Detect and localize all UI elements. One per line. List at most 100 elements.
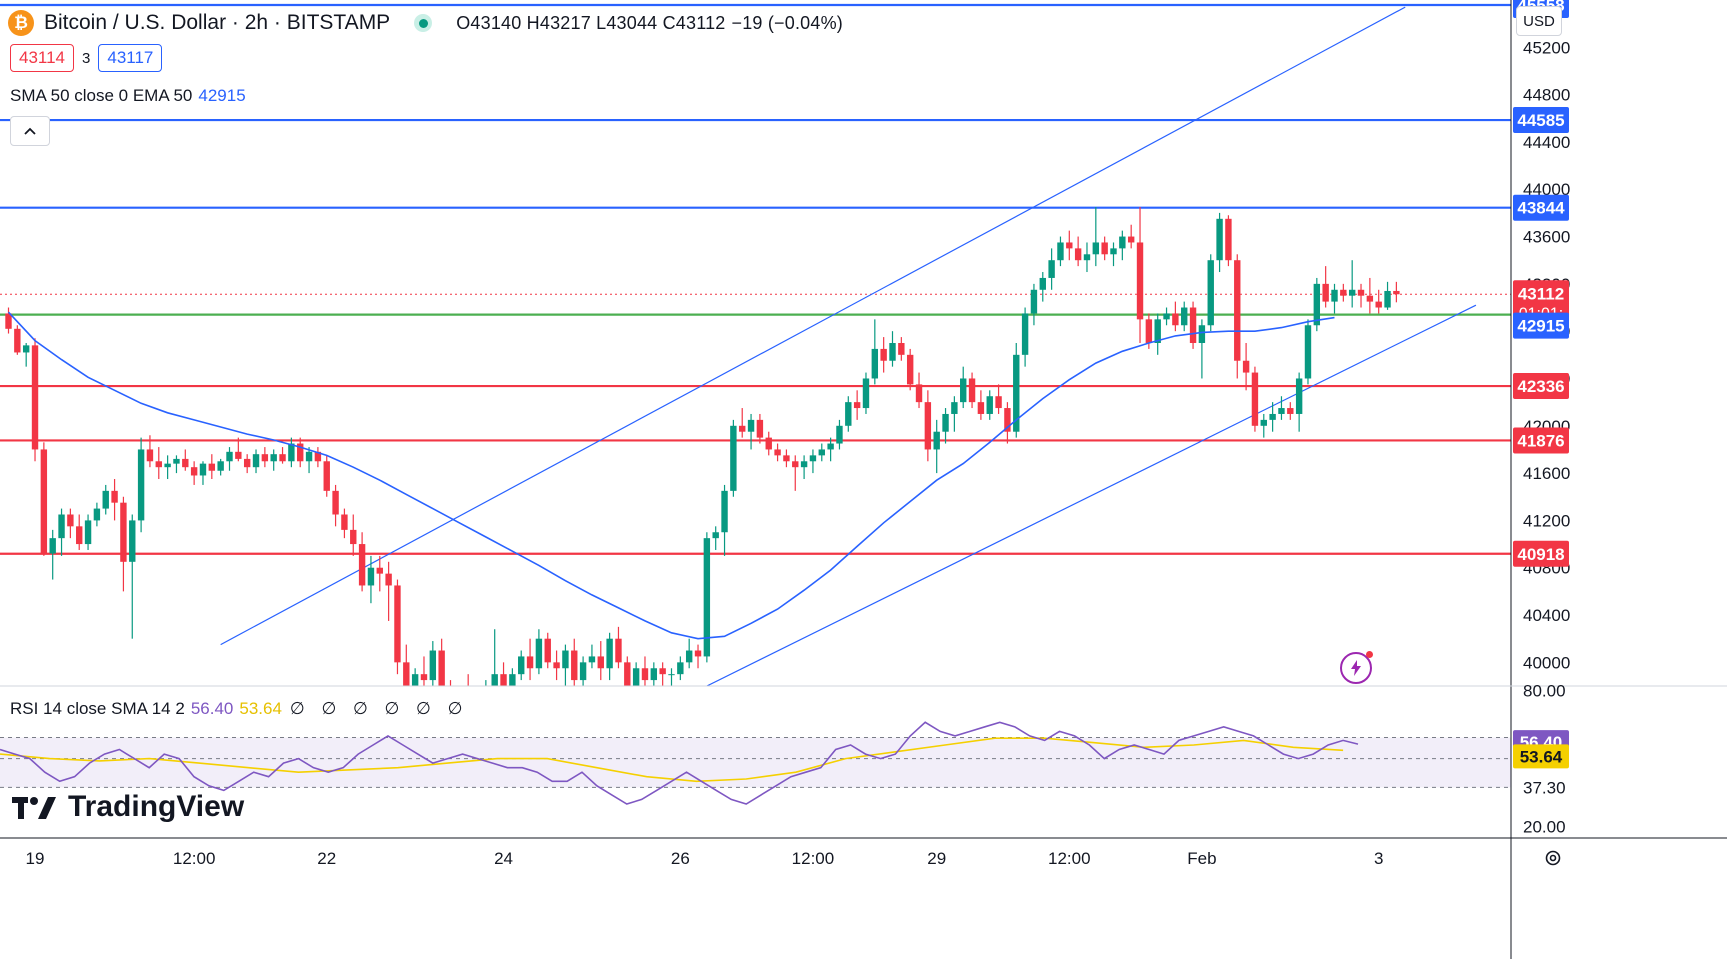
candle bbox=[1340, 283, 1347, 302]
candle-body bbox=[5, 313, 12, 329]
candle-body bbox=[756, 419, 764, 438]
candle-body bbox=[84, 520, 92, 545]
candle-body bbox=[146, 449, 154, 462]
candle bbox=[862, 372, 870, 414]
candle bbox=[394, 579, 401, 675]
candle-body bbox=[243, 458, 251, 468]
candle-body bbox=[182, 458, 189, 468]
candle-body bbox=[518, 656, 525, 675]
symbol-title[interactable]: Bitcoin / U.S. Dollar · 2h · BITSTAMP bbox=[44, 11, 391, 34]
time-tick-label: 24 bbox=[494, 849, 513, 868]
level-price-tag-2-bg bbox=[1513, 194, 1569, 221]
candle-body bbox=[588, 656, 596, 663]
candle bbox=[199, 461, 207, 485]
bitcoin-logo-icon: ₿ bbox=[8, 10, 34, 36]
collapse-legend-button[interactable] bbox=[10, 116, 50, 146]
candle bbox=[1198, 319, 1206, 379]
candle-body bbox=[31, 345, 39, 450]
ema-price-tag-bg bbox=[1513, 312, 1569, 339]
candle-body bbox=[1251, 372, 1259, 426]
candle-body bbox=[1030, 289, 1038, 314]
spread-value: 3 bbox=[82, 49, 91, 67]
price-tick-label: 44800 bbox=[1523, 86, 1570, 105]
candle-body bbox=[579, 662, 587, 681]
candle bbox=[137, 437, 145, 533]
candle bbox=[933, 419, 940, 474]
rsi-panel bbox=[0, 721, 1511, 805]
candle bbox=[243, 454, 251, 474]
candle-body bbox=[1393, 290, 1400, 295]
candle bbox=[1260, 413, 1267, 438]
candle-body bbox=[968, 378, 976, 403]
candle-body bbox=[1189, 307, 1197, 343]
candle-body bbox=[367, 567, 375, 586]
candle-body bbox=[1322, 283, 1329, 302]
tradingview-logo[interactable]: TradingView bbox=[12, 790, 244, 824]
time-tick-label: 29 bbox=[927, 849, 946, 868]
alert-button[interactable] bbox=[1340, 651, 1373, 684]
candle bbox=[1136, 206, 1144, 343]
candle bbox=[579, 656, 587, 686]
candle bbox=[332, 484, 339, 527]
candle-body bbox=[677, 662, 684, 675]
candle bbox=[712, 526, 719, 550]
candle bbox=[792, 455, 799, 491]
candle-body bbox=[1304, 325, 1312, 379]
candle bbox=[880, 337, 887, 373]
candle bbox=[1013, 343, 1020, 438]
candle-body bbox=[650, 668, 658, 681]
candlestick-series bbox=[5, 206, 1400, 686]
candle bbox=[818, 443, 825, 462]
rsi-sma-value-tag: 53.64 bbox=[1513, 744, 1569, 769]
sell-button[interactable]: 43114 bbox=[10, 44, 75, 72]
candle bbox=[800, 455, 808, 480]
candle-body bbox=[889, 343, 896, 361]
candle-body bbox=[120, 502, 127, 562]
candle bbox=[624, 656, 631, 686]
rsi-sma-value-tag-text: 53.64 bbox=[1520, 747, 1563, 766]
candle bbox=[739, 408, 746, 438]
candle bbox=[182, 449, 189, 471]
candle bbox=[756, 413, 764, 444]
ema-polyline bbox=[7, 311, 1335, 640]
candle bbox=[1357, 283, 1365, 308]
candle bbox=[438, 638, 445, 686]
candle bbox=[84, 514, 92, 550]
time-tick-label: 3 bbox=[1374, 849, 1383, 868]
candle-body bbox=[1278, 408, 1285, 414]
ema-legend[interactable]: SMA 50 close 0 EMA 50 42915 bbox=[10, 86, 246, 106]
candle-body bbox=[783, 455, 790, 462]
level-price-tag-6-text: 40918 bbox=[1517, 545, 1564, 564]
level-price-tag-1-bg bbox=[1513, 107, 1569, 134]
candle bbox=[1348, 260, 1356, 308]
candle bbox=[1242, 343, 1250, 391]
candle bbox=[1101, 236, 1108, 261]
level-price-tag-5: 41876 bbox=[1513, 427, 1569, 454]
level-price-tag-6: 40918 bbox=[1513, 540, 1569, 567]
candle bbox=[1234, 254, 1241, 379]
candle-body bbox=[1172, 313, 1179, 326]
candle bbox=[235, 437, 242, 462]
candle-body bbox=[1101, 242, 1108, 255]
buy-button[interactable]: 43117 bbox=[98, 44, 163, 72]
currency-selector[interactable]: USD bbox=[1516, 6, 1562, 36]
rsi-legend[interactable]: RSI 14 close SMA 14 2 56.40 53.64 ∅ ∅ ∅ ∅ ∅… bbox=[6, 697, 473, 721]
trend-channel bbox=[220, 6, 1477, 686]
candle-body bbox=[270, 454, 277, 462]
candle-body bbox=[1163, 313, 1170, 320]
lightning-alert-icon bbox=[1351, 660, 1361, 676]
candle-body bbox=[1225, 218, 1232, 261]
candle-body bbox=[960, 378, 967, 403]
candle-body bbox=[1136, 242, 1144, 320]
chart-settings-button[interactable] bbox=[1538, 844, 1568, 872]
candle bbox=[1039, 272, 1046, 302]
ema-clip bbox=[7, 311, 1335, 640]
candle bbox=[49, 529, 56, 580]
candle-body bbox=[951, 402, 958, 414]
level-price-tag-6-bg bbox=[1513, 540, 1569, 567]
candle-body bbox=[305, 451, 313, 462]
market-status-icon[interactable] bbox=[414, 14, 433, 32]
candle-body bbox=[1057, 242, 1064, 261]
